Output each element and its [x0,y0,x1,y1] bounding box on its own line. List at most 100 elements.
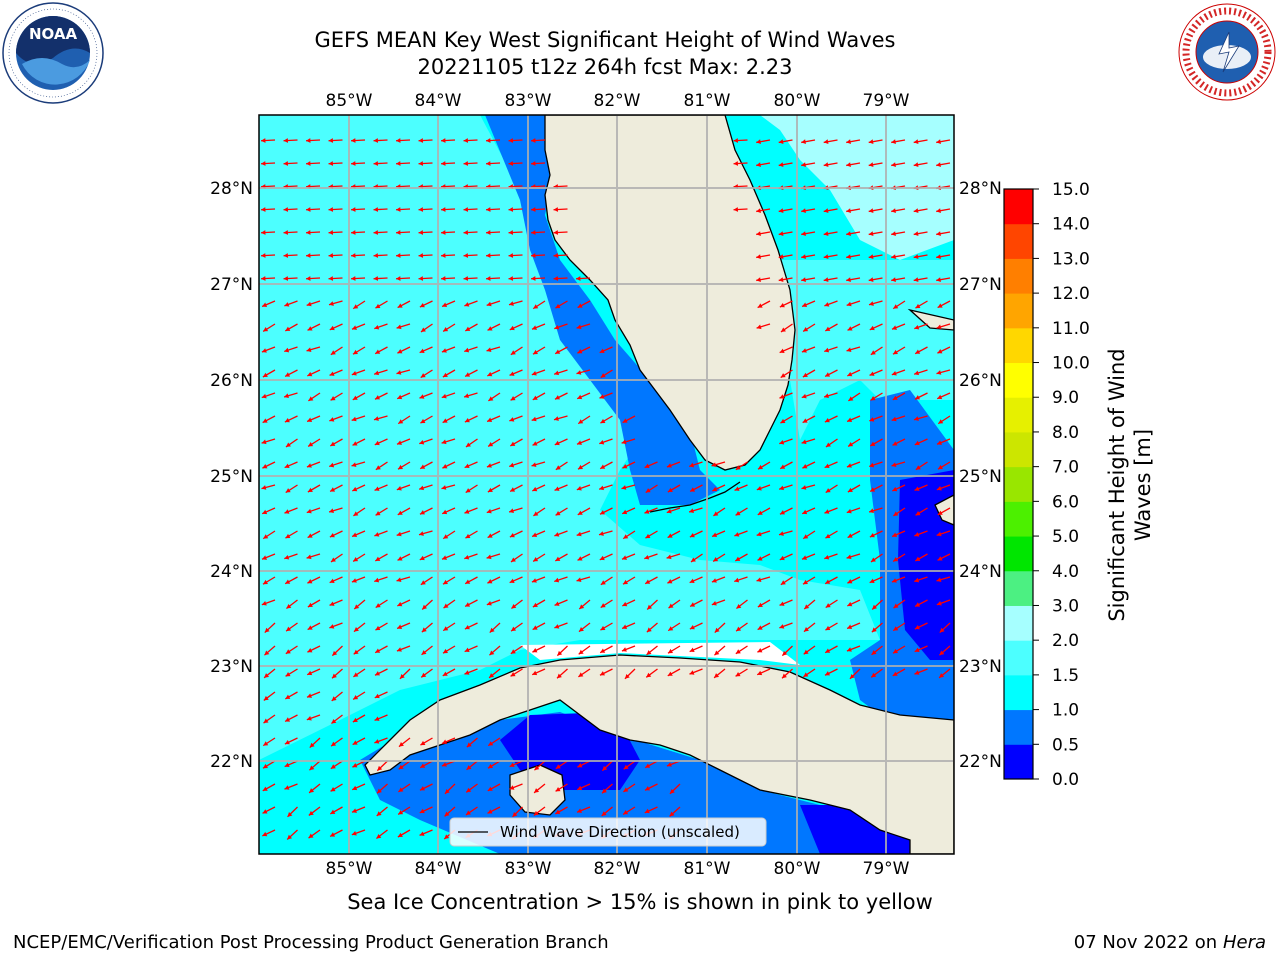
wave-direction-arrowhead [464,624,470,630]
wave-direction-arrowhead [936,531,942,537]
wave-direction-arrowhead [396,138,401,143]
wave-direction-arrowhead [306,230,311,235]
wave-direction-arrowhead [488,741,494,746]
wave-direction-arrowhead [577,510,583,515]
wave-direction-arrowhead [351,253,356,258]
wave-direction-arrowhead [778,231,784,237]
wave-direction-arrowhead [554,532,560,537]
colorbar-tick-label: 1.0 [1052,701,1079,721]
wave-direction-arrowhead [555,465,561,470]
wave-direction-arrowhead [669,811,675,817]
wave-direction-arrowhead [756,139,761,145]
wave-direction-arrowhead [373,230,379,235]
wave-direction-arrowhead [804,604,810,609]
wave-direction-arrowhead [577,464,583,470]
colorbar-segment [1004,258,1033,294]
wave-direction-arrowhead [869,508,874,514]
wave-direction-arrowhead [576,486,582,491]
andros-island [934,494,954,526]
wave-direction-arrowhead [532,625,538,630]
lon-label: 79°W [863,859,910,879]
wave-direction-arrowhead [893,511,899,516]
colorbar-frame [1003,188,1034,780]
wave-direction-arrowhead [351,230,356,235]
wave-direction-arrowhead [870,487,876,492]
lat-label: 22°N [959,752,1002,772]
wave-direction-arrowhead [307,371,313,377]
wave-direction-arrowhead [463,230,469,235]
wave-direction-arrowhead [667,671,673,676]
wave-direction-arrowhead [309,765,315,771]
wave-direction-arrowhead [870,557,876,562]
wave-direction-arrowhead [487,579,493,584]
wave-direction-arrowhead [689,624,695,630]
wave-direction-arrowhead [870,395,876,401]
wave-direction-arrowhead [779,555,785,561]
wave-direction-arrowhead [576,370,582,375]
wave-direction-arrowhead [646,672,652,678]
wave-direction-arrowhead [846,231,851,237]
wave-direction-arrowhead [823,162,829,168]
wave-direction-arrowhead [667,579,673,584]
wave-direction-arrowhead [486,301,492,307]
wave-direction-arrowhead [577,394,583,400]
wave-direction-arrowhead [377,788,382,794]
wave-direction-arrowhead [711,462,717,467]
wave-direction-arrowhead [329,325,335,331]
wave-direction-arrowhead [532,532,538,537]
wave-direction-arrowhead [846,301,852,307]
wave-direction-arrowhead [735,465,741,470]
wave-direction-arrowhead [913,277,919,283]
wave-direction-arrowhead [509,371,515,376]
wave-direction-arrowhead [508,138,514,143]
wave-direction-arrowhead [352,785,358,791]
wave-direction-arrowhead [533,557,539,562]
wave-direction-arrowhead [351,207,356,212]
wave-direction-arrowhead [553,207,559,212]
wave-direction-arrowhead [623,534,629,539]
wave-direction-arrowhead [285,694,291,699]
wave-direction-arrowhead [576,531,582,537]
lat-label: 22°N [210,752,253,772]
map-legend: Wind Wave Direction (unscaled) [449,817,767,847]
wave-direction-arrowhead [824,302,830,307]
wave-direction-arrowhead [553,253,559,258]
wave-direction-arrowhead [602,788,607,794]
wave-direction-arrowhead [328,276,334,281]
colorbar-tick-label: 6.0 [1052,492,1079,512]
wave-direction-arrowhead [756,577,762,582]
wave-direction-arrowhead [531,371,537,376]
wave-direction-arrowhead [285,717,291,722]
wave-direction-arrowhead [778,208,784,214]
wave-direction-arrowhead [487,809,493,814]
wave-direction-arrowhead [577,303,583,308]
wave-direction-arrowhead [465,810,471,815]
lon-label: 80°W [774,859,821,879]
wave-direction-arrowhead [443,534,449,539]
wave-direction-arrowhead [489,650,495,656]
wave-direction-arrowhead [846,647,852,652]
wave-direction-arrowhead [420,418,426,424]
wave-direction-arrowhead [868,139,874,145]
colorbar-segment [1004,744,1033,780]
wave-direction-arrowhead [823,231,829,237]
wave-direction-arrowhead [352,325,357,330]
wave-direction-arrowhead [892,349,898,355]
wave-direction-arrowhead [307,326,313,331]
wave-direction-arrowhead [644,463,650,469]
wave-direction-arrowhead [733,138,739,143]
wave-direction-arrowhead [803,649,809,655]
wave-direction-arrowhead [735,510,741,516]
wave-direction-arrowhead [689,532,695,538]
lat-label: 27°N [959,275,1002,295]
wave-direction-arrowhead [511,603,517,609]
wave-direction-arrowhead [309,742,315,748]
wave-direction-arrowhead [441,253,446,258]
wave-direction-arrowhead [465,326,471,331]
wave-direction-arrowhead [284,347,290,353]
wave-direction-arrowhead [396,370,402,375]
wave-direction-arrowhead [487,786,493,791]
lat-label: 28°N [210,179,253,199]
wave-direction-arrowhead [847,417,853,422]
wave-direction-arrowhead [622,509,628,515]
